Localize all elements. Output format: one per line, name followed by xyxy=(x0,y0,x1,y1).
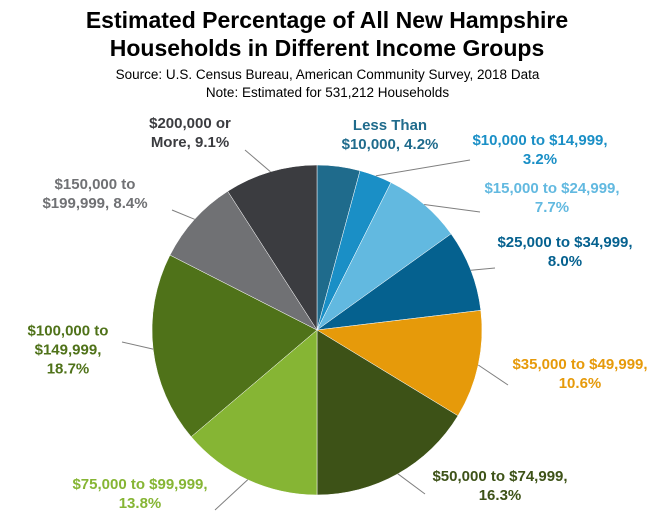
leader-line xyxy=(470,267,496,271)
data-label: $200,000 or More, 9.1% xyxy=(149,115,231,151)
leader-line xyxy=(171,209,195,220)
data-label: $150,000 to $199,999, 8.4% xyxy=(42,176,148,212)
note: Note: Estimated for 531,212 Households xyxy=(205,85,450,100)
leader-line xyxy=(375,159,471,177)
data-label: $75,000 to $99,999, 13.8% xyxy=(72,476,208,512)
data-label: Less Than $10,000, 4.2% xyxy=(341,117,439,153)
data-label: $35,000 to $49,999, 10.6% xyxy=(512,356,648,392)
pie-slice xyxy=(190,329,318,496)
pie-slice xyxy=(151,254,318,438)
data-label: $25,000 to $34,999, 8.0% xyxy=(497,234,633,270)
data-label: $50,000 to $74,999, 16.3% xyxy=(432,468,568,504)
pie-slice xyxy=(227,164,318,331)
pie-slice xyxy=(169,190,318,331)
data-label: $10,000 to $14,999, 3.2% xyxy=(472,132,608,168)
leader-line xyxy=(397,473,426,495)
leader-line xyxy=(424,204,481,213)
subtitle: Source: U.S. Census Bureau, American Com… xyxy=(115,67,540,82)
data-label: $100,000 to $149,999, 18.7% xyxy=(27,322,109,378)
data-label: $15,000 to $24,999, 7.7% xyxy=(484,180,620,216)
leader-line xyxy=(244,149,271,173)
leader-line xyxy=(477,364,509,386)
leader-line xyxy=(121,341,154,350)
leader-line xyxy=(214,479,249,511)
pie-slice xyxy=(316,310,483,417)
chart-title: Estimated Percentage of All New Hampshir… xyxy=(85,7,569,61)
